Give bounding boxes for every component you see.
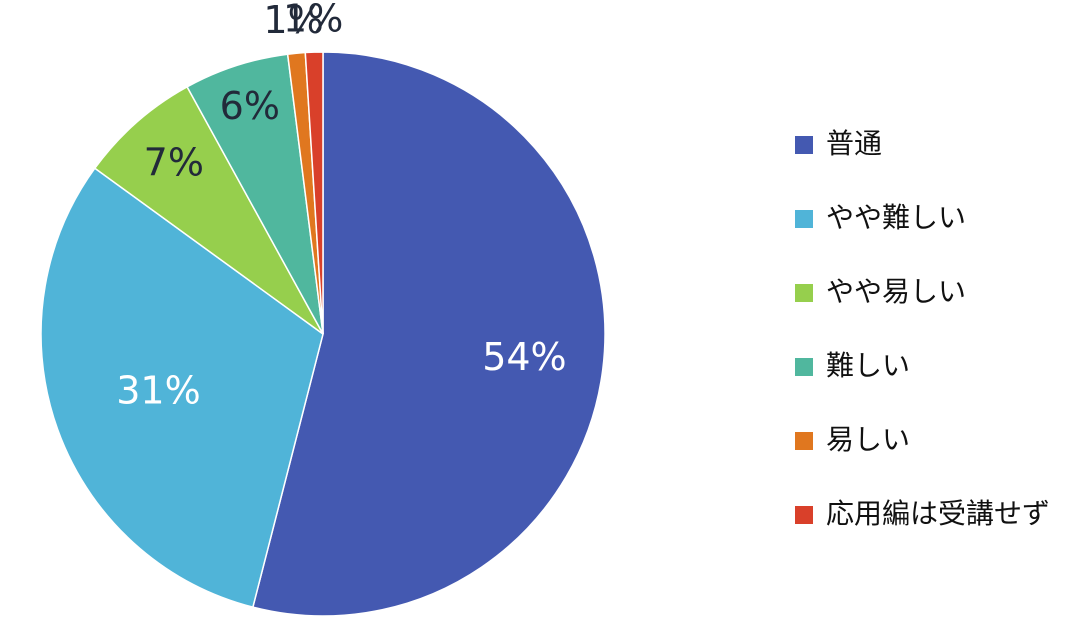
pie-slice-yaya-muzukashii	[40, 167, 324, 609]
legend-item-yasashii: 易しい	[795, 420, 1075, 494]
legend-label-muzukashii: 難しい	[826, 349, 911, 382]
legend-item-yaya-yasashii: やや易しい	[795, 272, 1075, 346]
pie-data-labels: 54% 31% 7% 6% 1%1%	[116, 0, 566, 413]
legend-label-ouyouhen-jukou-sezu: 応用編は受講せず	[826, 497, 1051, 530]
data-label-muzukashii: 6%	[220, 84, 280, 128]
data-label-yaya-muzukashii: 31%	[116, 369, 200, 413]
data-label-futsuu: 54%	[482, 335, 566, 379]
legend-item-muzukashii: 難しい	[795, 346, 1075, 420]
legend-item-yaya-muzukashii: やや難しい	[795, 198, 1075, 272]
legend-label-yaya-yasashii: やや易しい	[826, 275, 967, 308]
legend-label-yasashii: 易しい	[826, 423, 911, 456]
legend-swatch-yaya-muzukashii	[795, 210, 813, 228]
legend-swatch-yasashii	[795, 432, 813, 450]
legend-swatch-ouyouhen-jukou-sezu	[795, 506, 813, 524]
pie-slice-yaya-yasashii	[93, 85, 324, 335]
legend-label-yaya-muzukashii: やや難しい	[826, 201, 967, 234]
legend-swatch-futsuu	[795, 136, 813, 154]
data-label-yasashii: 1%	[263, 0, 323, 42]
legend-swatch-muzukashii	[795, 358, 813, 376]
chart-legend: 普通 やや難しい やや易しい 難しい 易しい 応用編は受講せず	[795, 124, 1075, 568]
pie-slice-futsuu	[251, 51, 606, 617]
legend-item-futsuu: 普通	[795, 124, 1075, 198]
pie-slice-ouyouhen-jukou-sezu	[304, 51, 324, 335]
data-label-yaya-yasashii: 7%	[144, 140, 204, 184]
legend-label-futsuu: 普通	[826, 127, 883, 160]
pie-slices	[40, 51, 606, 617]
legend-item-ouyouhen-jukou-sezu: 応用編は受講せず	[795, 494, 1075, 568]
legend-swatch-yaya-yasashii	[795, 284, 813, 302]
data-label-ouyouhen-jukou-sezu: 1%	[283, 0, 343, 41]
